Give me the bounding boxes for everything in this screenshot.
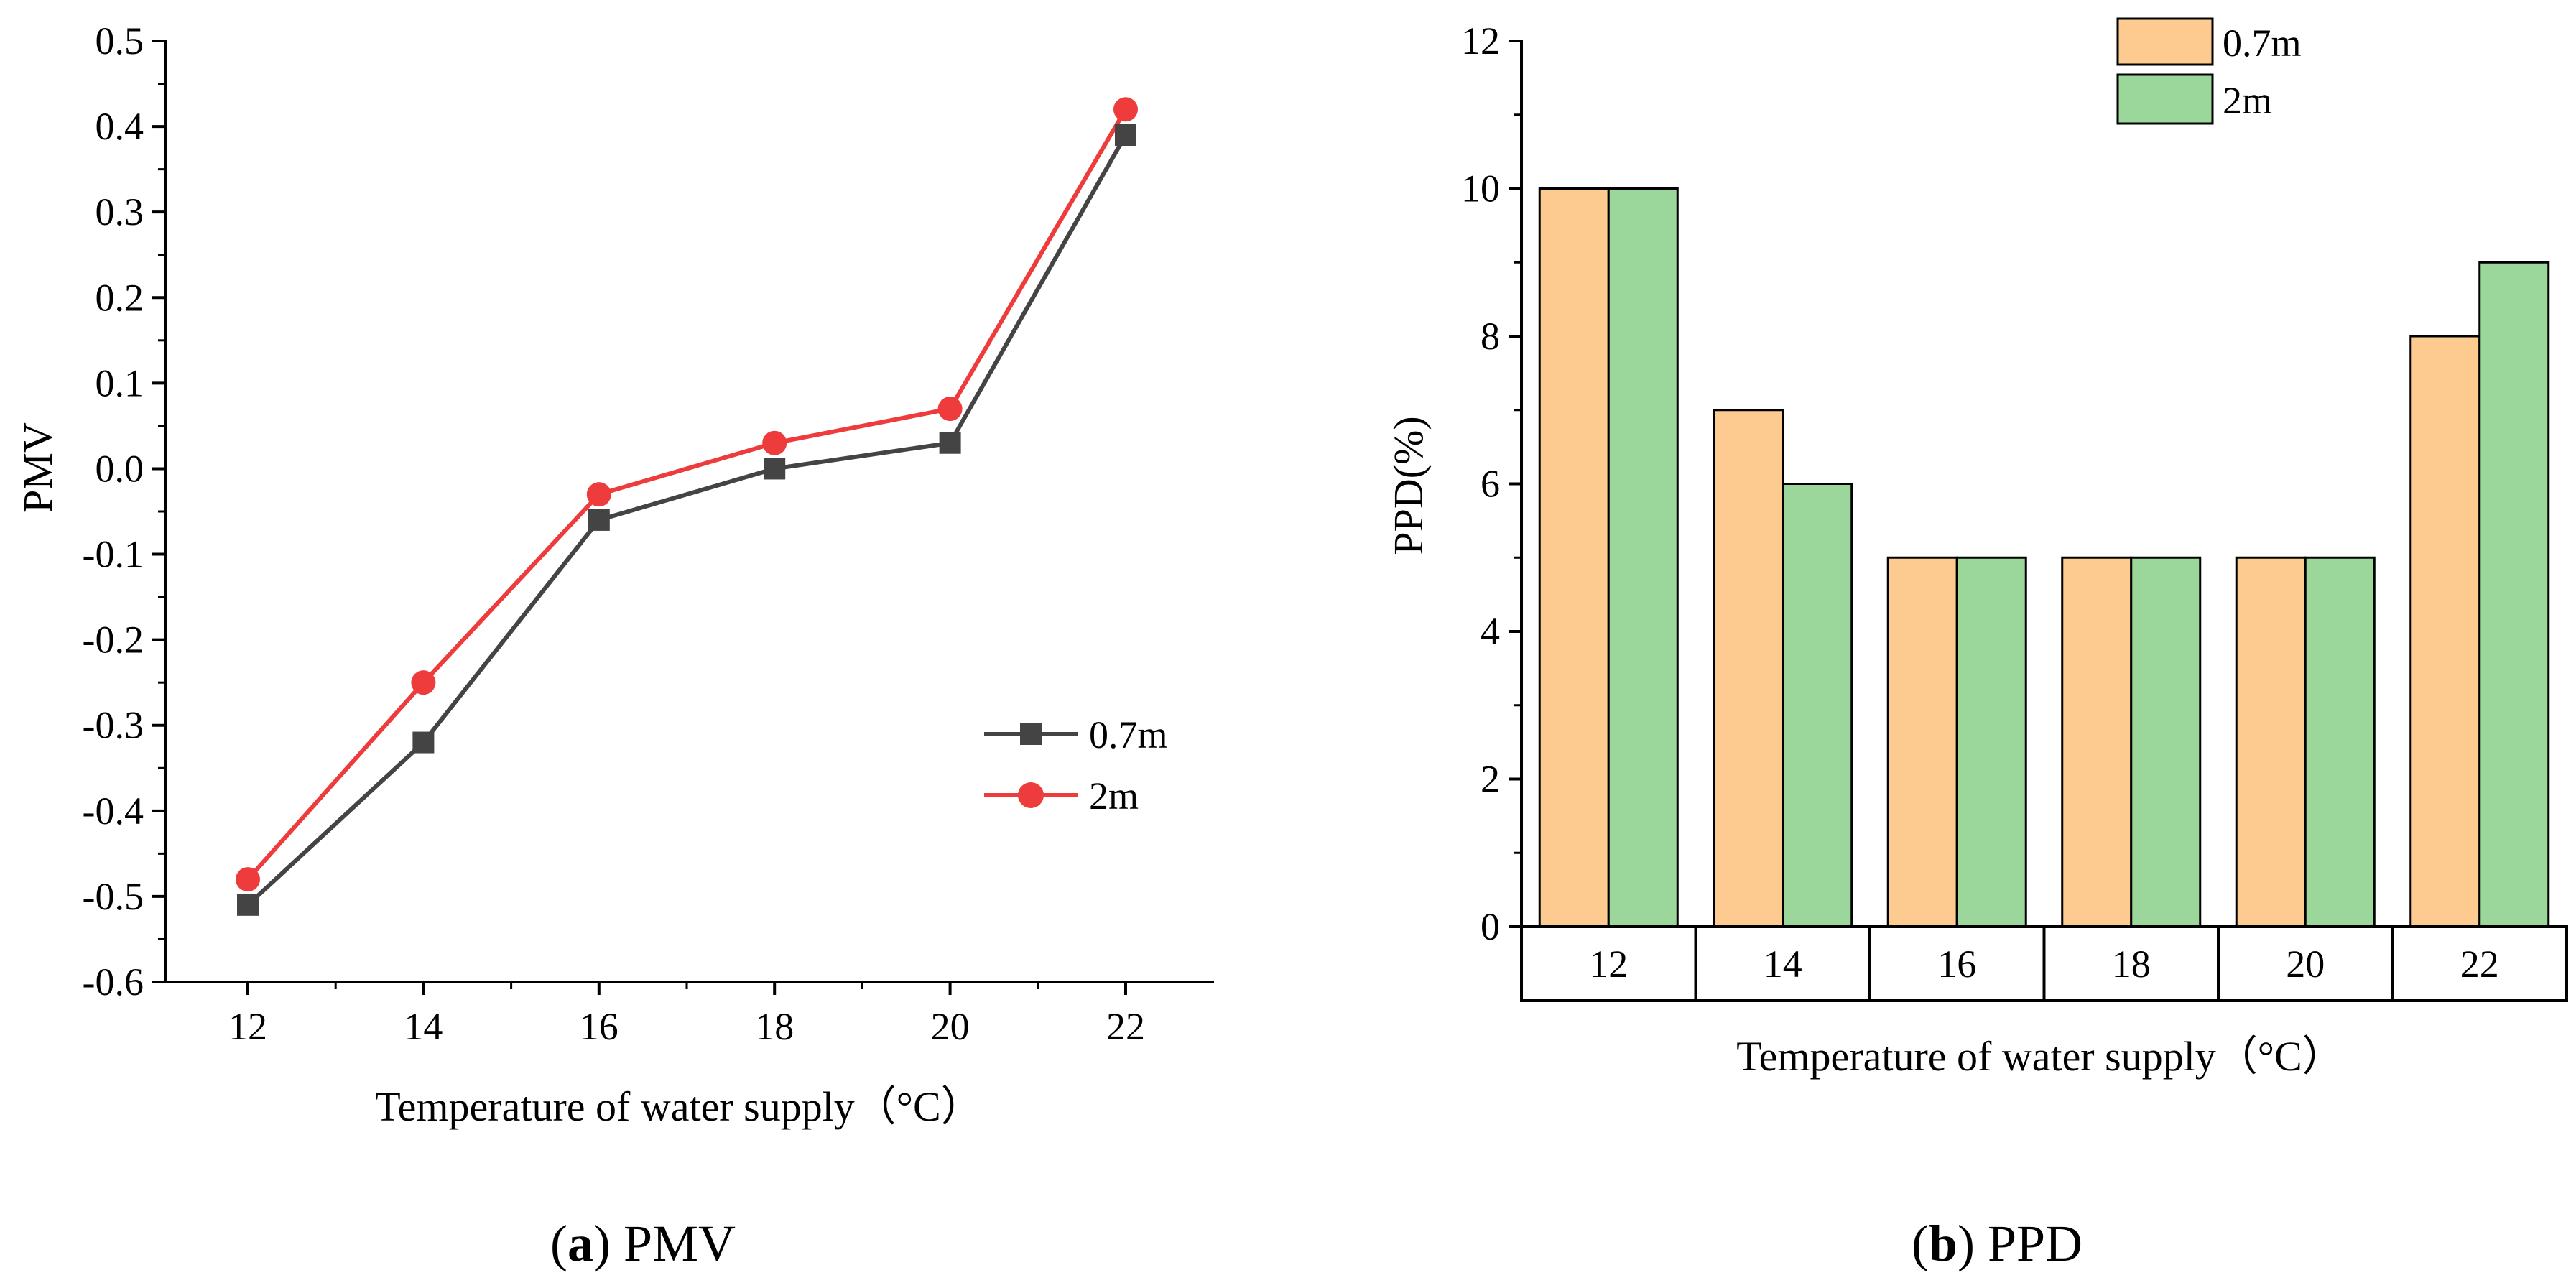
- ppd-bar-0.7m-12: [1538, 187, 1610, 928]
- pmv-point-2m-18: [762, 430, 787, 455]
- ppd-legend: 0.7m 2m: [2116, 17, 2302, 125]
- ppd-y-tick-label: 2: [1481, 758, 1500, 801]
- ppd-x-category-cell: [2391, 925, 2568, 1002]
- pmv-y-tick-label: -0.2: [83, 618, 144, 662]
- pmv-series-line-0.7m: [246, 134, 1128, 907]
- ppd-y-tick-label: 6: [1481, 463, 1500, 506]
- ppd-caption-text: PPD: [1988, 1215, 2082, 1272]
- pmv-point-0.7m-18: [764, 458, 786, 480]
- pmv-y-axis-ticks: -0.6 -0.5 -0.4 -0.3 -0.2 -0.1 0.0 0.1 0.2 0.3 0.4 0…: [83, 19, 165, 1004]
- pmv-legend-marker-0.7m: [1020, 723, 1042, 745]
- ppd-y-tick-label: 12: [1461, 19, 1500, 62]
- ppd-legend-label-2m: 2m: [2223, 79, 2272, 122]
- pmv-line-chart: -0.6 -0.5 -0.4 -0.3 -0.2 -0.1 0.0 0.1 0.2 0.3 0.4 0…: [14, 19, 1214, 1272]
- ppd-caption-label: b: [1929, 1215, 1958, 1272]
- ppd-y-tick-label: 0: [1481, 905, 1500, 948]
- ppd-y-tick-label: 10: [1461, 167, 1500, 210]
- pmv-legend-marker-2m: [1018, 782, 1044, 808]
- pmv-y-tick-label: -0.3: [83, 704, 144, 747]
- pmv-series-line-2m: [246, 108, 1128, 881]
- pmv-point-2m-22: [1113, 97, 1138, 122]
- pmv-x-tick-label: 20: [931, 1005, 970, 1048]
- pmv-point-0.7m-16: [588, 509, 610, 531]
- pmv-panel-caption: (a) PMV: [550, 1215, 736, 1272]
- pmv-legend: 0.7m 2m: [984, 713, 1168, 817]
- ppd-bar-0.7m-14: [1713, 409, 1784, 928]
- pmv-x-tick-label: 18: [755, 1005, 794, 1048]
- pmv-x-tick-label: 14: [404, 1005, 443, 1048]
- ppd-x-axis-title: Temperature of water supply（°C）: [1736, 1033, 2343, 1080]
- pmv-point-0.7m-12: [237, 894, 259, 916]
- pmv-point-0.7m-22: [1115, 124, 1136, 146]
- pmv-y-tick-label: 0.2: [96, 276, 144, 319]
- ppd-legend-swatch-0.7m: [2116, 17, 2214, 66]
- pmv-point-2m-14: [411, 670, 436, 695]
- pmv-y-tick-label: 0.0: [96, 447, 144, 490]
- ppd-legend-swatch-2m: [2116, 73, 2214, 125]
- pmv-point-2m-16: [586, 482, 611, 507]
- ppd-bar-0.7m-18: [2061, 556, 2133, 928]
- pmv-x-axis-title: Temperature of water supply（°C）: [375, 1083, 982, 1130]
- pmv-y-tick-label: 0.3: [96, 190, 144, 233]
- pmv-point-0.7m-14: [412, 731, 435, 754]
- ppd-bar-2m-16: [1955, 556, 2027, 928]
- ppd-bars-group: [1538, 187, 2550, 928]
- pmv-legend-label-2m: 2m: [1089, 774, 1139, 817]
- ppd-bar-0.7m-20: [2235, 556, 2307, 928]
- ppd-bar-chart: 0 2 4 6 8 10 12 12 14 16 18 20 22 PPD(%) Temperatur…: [1385, 17, 2568, 1272]
- pmv-series-group: [236, 97, 1138, 916]
- ppd-bar-2m-20: [2304, 556, 2376, 928]
- ppd-bar-2m-22: [2478, 261, 2550, 928]
- pmv-point-2m-12: [236, 867, 260, 892]
- ppd-x-category-label: 16: [1937, 942, 1976, 986]
- pmv-caption-label: a: [567, 1215, 593, 1272]
- ppd-y-tick-label: 8: [1481, 315, 1500, 358]
- pmv-y-tick-label: -0.5: [83, 875, 144, 918]
- ppd-y-axis-title: PPD(%): [1385, 416, 1432, 555]
- ppd-x-category-label: 22: [2460, 942, 2499, 986]
- pmv-x-tick-label: 16: [580, 1005, 618, 1048]
- pmv-y-tick-label: 0.4: [96, 105, 144, 148]
- ppd-x-category-label: 20: [2286, 942, 2325, 986]
- pmv-x-axis-ticks: 12 14 16 18 20 22: [228, 982, 1145, 1048]
- pmv-point-0.7m-20: [939, 432, 961, 454]
- ppd-x-category-label: 14: [1764, 942, 1802, 986]
- pmv-x-tick-label: 12: [228, 1005, 267, 1048]
- ppd-panel-caption: (b) PPD: [1912, 1215, 2082, 1272]
- pmv-point-2m-20: [937, 397, 963, 422]
- pmv-y-tick-label: -0.4: [83, 789, 144, 833]
- pmv-y-tick-label: 0.5: [96, 19, 144, 62]
- pmv-y-tick-label: 0.1: [96, 361, 144, 404]
- pmv-y-tick-label: -0.6: [83, 960, 144, 1004]
- ppd-bar-0.7m-16: [1886, 556, 1958, 928]
- ppd-x-category-label: 18: [2112, 942, 2151, 986]
- ppd-bar-2m-14: [1782, 483, 1853, 928]
- ppd-legend-label-0.7m: 0.7m: [2223, 22, 2302, 65]
- ppd-y-axis-ticks: 0 2 4 6 8 10 12: [1461, 19, 1521, 948]
- pmv-y-axis-title: PMV: [14, 422, 61, 513]
- pmv-x-tick-label: 22: [1106, 1005, 1145, 1048]
- ppd-bar-0.7m-22: [2409, 335, 2481, 928]
- ppd-bar-2m-18: [2130, 556, 2202, 928]
- pmv-y-tick-label: -0.1: [83, 533, 144, 576]
- ppd-bar-2m-12: [1607, 187, 1679, 928]
- ppd-x-category-label: 12: [1589, 942, 1628, 986]
- ppd-x-category-table: 12 14 16 18 20 22: [1520, 925, 2568, 1002]
- pmv-legend-label-0.7m: 0.7m: [1089, 713, 1168, 756]
- ppd-y-tick-label: 4: [1481, 610, 1500, 653]
- pmv-caption-text: PMV: [624, 1215, 736, 1272]
